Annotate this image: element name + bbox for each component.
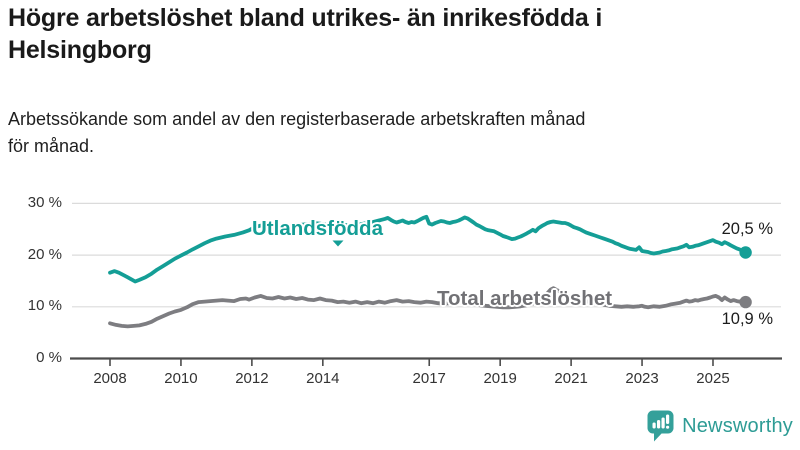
series-label-utlandsfodda: Utlandsfödda [252, 217, 383, 240]
series-label-total-arbetsloshet: Total arbetslöshet [437, 287, 613, 310]
page-title-line2: Helsingborg [8, 36, 152, 64]
y-tick-label: 10 % [27, 297, 62, 315]
page-title-line1: Högre arbetslöshet bland utrikes- än inr… [8, 4, 603, 32]
end-value-label-utlandsfodda: 20,5 % [721, 220, 773, 238]
y-tick-label: 0 % [36, 349, 62, 366]
x-tick-label: 2023 [625, 370, 659, 387]
x-tick-label: 2017 [412, 370, 446, 387]
x-tick-label: 2008 [93, 370, 127, 387]
y-tick-label: 20 % [27, 245, 62, 263]
newsworthy-logo-text: Newsworthy [682, 415, 793, 437]
newsworthy-logo: Newsworthy [647, 410, 793, 443]
bar-chart-speech-bubble-icon [647, 410, 675, 443]
x-tick-label: 2010 [164, 370, 198, 387]
chart-subtitle-line1: Arbetssökande som andel av den registerb… [8, 109, 586, 129]
end-value-label-total: 10,9 % [721, 310, 773, 328]
page-title: Högre arbetslöshet bland utrikes- än inr… [8, 2, 602, 66]
y-tick-label: 30 % [27, 193, 62, 211]
x-tick-label: 2012 [235, 370, 269, 387]
x-tick-label: 2014 [306, 370, 340, 387]
x-tick-label: 2025 [696, 370, 730, 387]
x-tick-label: 2021 [554, 370, 588, 387]
chart-subtitle-line2: för månad. [8, 136, 95, 156]
chart-subtitle: Arbetssökande som andel av den registerb… [8, 106, 585, 160]
x-tick-label: 2019 [483, 370, 517, 387]
